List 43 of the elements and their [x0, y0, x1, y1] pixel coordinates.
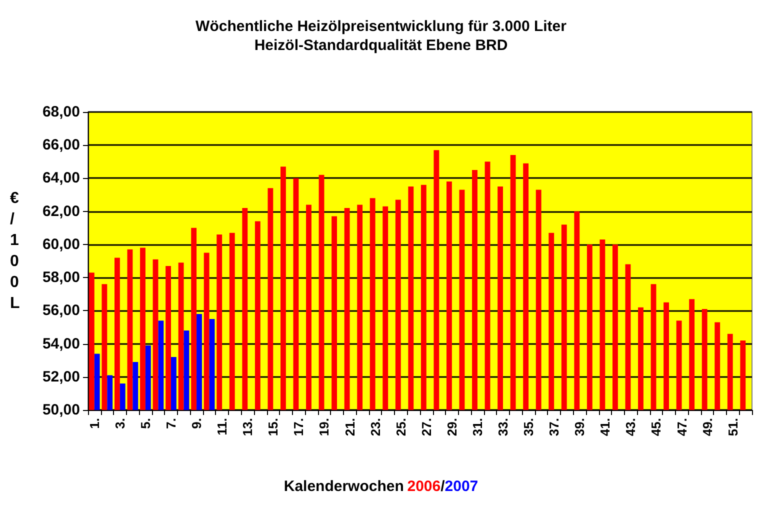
y-tick-label: 60,00 — [42, 236, 80, 253]
x-tick-label: 37. — [546, 418, 562, 436]
x-tick-label: 23. — [368, 418, 383, 436]
y-tick-label: 50,00 — [42, 402, 80, 418]
text: / — [440, 478, 446, 495]
x-tick-label: 45. — [648, 418, 664, 436]
x-tick-label: 15. — [266, 418, 281, 436]
x-tick-label: 11. — [214, 418, 230, 436]
x-tick-label: 43. — [623, 418, 638, 436]
chart-subtitle: Heizöl-Standardqualität Ebene BRD — [254, 37, 508, 54]
x-tick-label: 41. — [598, 418, 613, 436]
y-tick-label: 58,00 — [42, 269, 80, 286]
x-tick-label: 19. — [316, 418, 332, 436]
chart-title: Wöchentliche Heizölpreisentwicklung für 3.000 Liter — [196, 18, 567, 35]
x-axis-title: Kalenderwochen — [284, 478, 404, 495]
x-tick-label: 47. — [674, 418, 690, 436]
x-tick-label: 21. — [342, 418, 358, 436]
x-tick-label: 33. — [496, 418, 510, 436]
y-tick-label: 64,00 — [42, 170, 80, 187]
x-tick-label: 35. — [521, 418, 536, 436]
y-tick-label: 52,00 — [42, 368, 80, 386]
x-tick-label: 27. — [418, 418, 434, 436]
text: 2006 — [407, 478, 441, 495]
x-tick-label: 5. — [138, 418, 153, 429]
x-tick-label: 7. — [164, 418, 178, 429]
x-tick-label: 25. — [393, 418, 408, 436]
text: 2007 — [444, 478, 478, 495]
y-axis-title: €/100L — [10, 190, 20, 312]
y-tick-label: 68,00 — [42, 104, 80, 120]
x-tick-label: 3. — [112, 418, 128, 429]
y-tick-label: 56,00 — [42, 302, 80, 320]
x-tick-label: 31. — [470, 418, 485, 436]
y-tick-label: 54,00 — [42, 335, 80, 352]
x-tick-label: 9. — [189, 418, 204, 429]
x-tick-label: 29. — [444, 418, 460, 436]
x-tick-label: 51. — [725, 418, 740, 436]
x-tick-label: 49. — [700, 418, 715, 436]
x-tick-label: 13. — [240, 418, 256, 436]
x-tick-label: 39. — [572, 418, 588, 436]
x-tick-label: 1. — [86, 418, 102, 429]
y-tick-label: 66,00 — [42, 136, 80, 154]
x-tick-label: 17. — [291, 418, 306, 436]
y-tick-label: 62,00 — [42, 202, 80, 220]
